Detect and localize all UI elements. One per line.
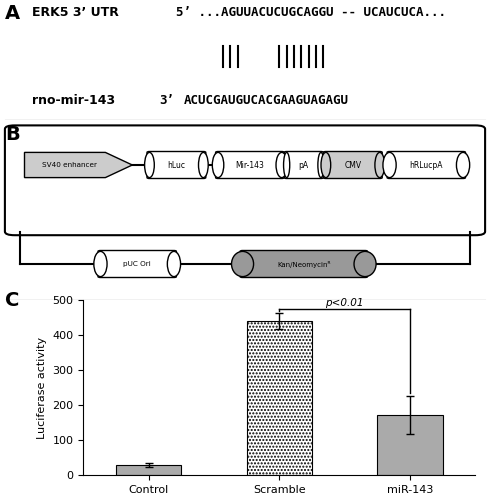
- Ellipse shape: [198, 152, 208, 178]
- Ellipse shape: [321, 152, 331, 178]
- Ellipse shape: [212, 152, 224, 178]
- Bar: [246, 321, 312, 475]
- Ellipse shape: [354, 252, 376, 276]
- Text: SV40 enhancer: SV40 enhancer: [42, 162, 98, 168]
- Ellipse shape: [383, 152, 396, 178]
- FancyBboxPatch shape: [284, 152, 323, 178]
- Bar: [116, 465, 181, 475]
- Text: p<0.01: p<0.01: [325, 298, 364, 308]
- Bar: [377, 415, 442, 475]
- Ellipse shape: [167, 252, 181, 276]
- Text: pA: pA: [299, 160, 309, 170]
- FancyBboxPatch shape: [98, 250, 176, 278]
- Polygon shape: [24, 152, 132, 178]
- Ellipse shape: [231, 252, 254, 276]
- Text: rno-mir-143: rno-mir-143: [32, 94, 115, 106]
- Text: 3’: 3’: [159, 94, 174, 106]
- FancyBboxPatch shape: [323, 152, 382, 178]
- Text: A: A: [5, 4, 20, 22]
- Text: ACUCGAUGUCACGAAGUAGAGU: ACUCGAUGUCACGAAGUAGAGU: [184, 94, 349, 106]
- Text: CMV: CMV: [344, 160, 361, 170]
- Text: pUC Ori: pUC Ori: [123, 261, 151, 267]
- FancyBboxPatch shape: [147, 152, 206, 178]
- Ellipse shape: [375, 152, 385, 178]
- Ellipse shape: [284, 152, 290, 178]
- Ellipse shape: [318, 152, 324, 178]
- Text: Mir-143: Mir-143: [236, 160, 264, 170]
- Ellipse shape: [145, 152, 154, 178]
- Text: C: C: [5, 291, 19, 310]
- Text: Kan/Neomycinᴿ: Kan/Neomycinᴿ: [277, 260, 331, 268]
- Ellipse shape: [94, 252, 107, 276]
- FancyBboxPatch shape: [216, 152, 284, 178]
- FancyBboxPatch shape: [240, 250, 368, 278]
- Text: hLuc: hLuc: [168, 160, 185, 170]
- Text: hRLucpA: hRLucpA: [410, 160, 443, 170]
- Ellipse shape: [276, 152, 288, 178]
- Text: B: B: [5, 126, 20, 144]
- FancyBboxPatch shape: [387, 152, 466, 178]
- Y-axis label: Luciferase activity: Luciferase activity: [37, 336, 47, 438]
- FancyBboxPatch shape: [5, 126, 485, 235]
- Text: 5’ ...AGUUACUCUGCAGGU -- UCAUCUCA...: 5’ ...AGUUACUCUGCAGGU -- UCAUCUCA...: [176, 6, 446, 19]
- Text: ERK5 3’ UTR: ERK5 3’ UTR: [32, 6, 119, 19]
- Ellipse shape: [456, 152, 469, 178]
